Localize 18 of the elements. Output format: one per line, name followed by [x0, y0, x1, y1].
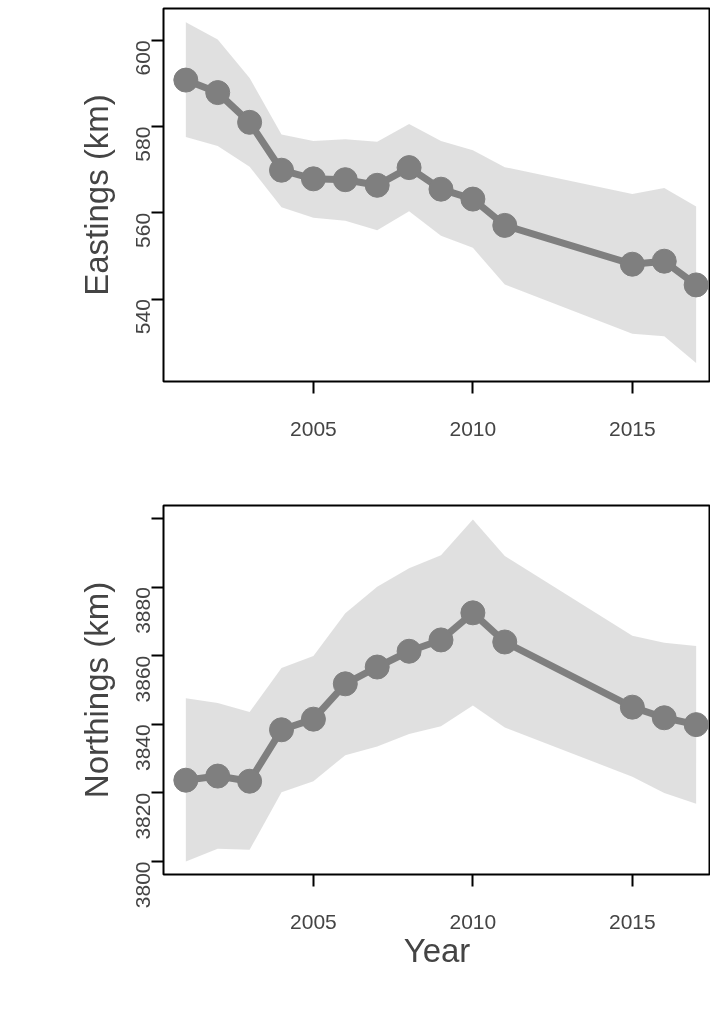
y-tick-label: 3840	[131, 724, 155, 772]
y-tick-label: 3880	[131, 587, 155, 634]
x-axis-title: Year	[403, 931, 471, 969]
y-tick-label: 3860	[131, 655, 155, 703]
y-tick-label: 600	[131, 40, 155, 76]
y-tick-label: 580	[131, 126, 155, 162]
x-tick-label: 2015	[609, 909, 656, 933]
y-axis-title: Northings (km)	[77, 581, 115, 799]
y-tick-label: 3800	[131, 861, 155, 909]
x-tick-label: 2010	[449, 416, 497, 440]
y-tick-label: 540	[131, 299, 155, 335]
x-tick-label: 2010	[449, 909, 497, 933]
x-tick-label: 2015	[609, 416, 656, 440]
x-tick-label: 2005	[290, 416, 337, 440]
x-tick-label: 2005	[290, 909, 337, 933]
y-tick-label: 3820	[131, 792, 155, 840]
y-tick-label: 560	[131, 212, 155, 248]
y-axis-title: Eastings (km)	[77, 94, 115, 296]
